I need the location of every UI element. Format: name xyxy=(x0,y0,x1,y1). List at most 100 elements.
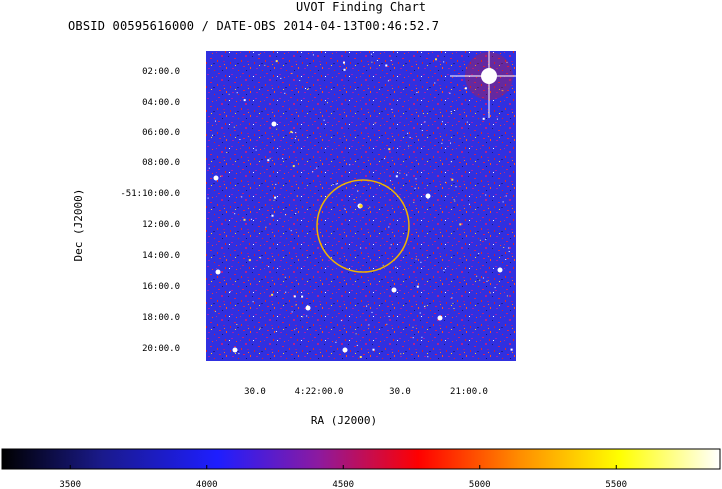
star-point xyxy=(284,276,286,278)
bright-point-source xyxy=(213,175,219,181)
star-point xyxy=(450,142,451,144)
star-point xyxy=(427,198,429,200)
star-point xyxy=(369,206,371,208)
star-point xyxy=(503,247,505,248)
star-point xyxy=(366,305,368,307)
star-point xyxy=(344,208,346,210)
star-point xyxy=(370,53,372,55)
star-point xyxy=(376,60,378,61)
star-point xyxy=(258,54,260,56)
star-point xyxy=(466,121,468,123)
star-point xyxy=(340,320,342,322)
star-point xyxy=(385,64,388,67)
star-point xyxy=(214,310,216,312)
star-point xyxy=(390,244,392,246)
star-point xyxy=(295,132,297,134)
star-point xyxy=(343,61,345,64)
star-point xyxy=(400,353,402,355)
star-point xyxy=(451,297,453,299)
star-point xyxy=(384,158,386,160)
star-point xyxy=(273,199,275,201)
star-point xyxy=(301,295,304,298)
star-point xyxy=(486,280,488,282)
star-field xyxy=(207,53,513,358)
bright-point-source xyxy=(232,347,238,353)
bright-point-source xyxy=(342,347,348,353)
bright-point-source xyxy=(391,287,397,293)
star-point xyxy=(241,196,243,198)
star-point xyxy=(264,64,266,66)
star-point xyxy=(296,195,298,197)
star-point xyxy=(485,239,487,241)
star-point xyxy=(415,258,417,260)
chart-title: UVOT Finding Chart xyxy=(295,0,427,14)
star-point xyxy=(445,181,447,183)
star-point xyxy=(501,89,503,91)
star-point xyxy=(371,61,373,63)
star-point xyxy=(424,305,426,307)
star-point xyxy=(360,247,362,249)
star-point xyxy=(450,111,452,112)
star-point xyxy=(451,178,454,181)
y-tick-label: 02:00.0 xyxy=(142,67,180,77)
star-point xyxy=(233,126,235,128)
star-point xyxy=(485,194,487,196)
star-point xyxy=(293,295,296,298)
bright-point-source xyxy=(305,305,311,311)
star-point xyxy=(336,183,338,185)
star-point xyxy=(285,291,287,293)
y-axis-label: Dec (J2000) xyxy=(72,189,85,262)
star-point xyxy=(265,226,267,228)
star-point xyxy=(496,118,498,120)
star-point xyxy=(506,295,508,297)
star-point xyxy=(357,190,359,192)
star-point xyxy=(502,90,504,92)
colorbar-tick-label: 4000 xyxy=(196,480,218,489)
star-point xyxy=(399,172,401,174)
star-point xyxy=(420,261,422,263)
bright-star xyxy=(450,51,516,118)
y-tick-label: 12:00.0 xyxy=(142,220,180,230)
star-point xyxy=(449,92,451,94)
y-tick-label: 20:00.0 xyxy=(142,344,180,354)
star-point xyxy=(413,201,415,203)
star-point xyxy=(255,149,257,151)
star-point xyxy=(455,186,457,188)
star-point xyxy=(406,174,408,176)
star-point xyxy=(239,139,241,140)
star-point xyxy=(276,128,278,130)
star-point xyxy=(220,175,222,177)
star-point xyxy=(506,61,508,63)
star-point xyxy=(294,329,296,331)
star-point xyxy=(395,266,397,268)
star-point xyxy=(268,266,270,268)
y-tick-label: 04:00.0 xyxy=(142,98,180,108)
chart-subtitle: OBSID 00595616000 / DATE-OBS 2014-04-13T… xyxy=(68,19,440,33)
star-point xyxy=(443,61,445,63)
star-point xyxy=(291,72,293,74)
y-tick-label: 14:00.0 xyxy=(142,251,180,261)
star-point xyxy=(371,311,373,313)
star-point xyxy=(269,157,271,159)
star-point xyxy=(335,341,337,343)
star-point xyxy=(343,68,346,71)
star-point xyxy=(349,164,351,166)
star-point xyxy=(234,213,236,215)
star-point xyxy=(409,137,411,138)
star-point xyxy=(236,324,238,325)
star-point xyxy=(479,239,481,241)
star-point xyxy=(335,183,337,185)
y-tick-label: 16:00.0 xyxy=(142,282,180,292)
star-point xyxy=(284,92,286,94)
star-point xyxy=(416,285,419,288)
star-point xyxy=(275,183,277,185)
star-point xyxy=(295,304,297,306)
star-point xyxy=(248,259,251,262)
star-point xyxy=(372,348,375,351)
star-point xyxy=(212,134,214,136)
colorbar-tick-label: 4500 xyxy=(332,480,354,489)
star-point xyxy=(482,117,485,120)
star-point xyxy=(368,324,370,326)
star-point xyxy=(502,201,504,203)
star-point xyxy=(508,247,510,249)
